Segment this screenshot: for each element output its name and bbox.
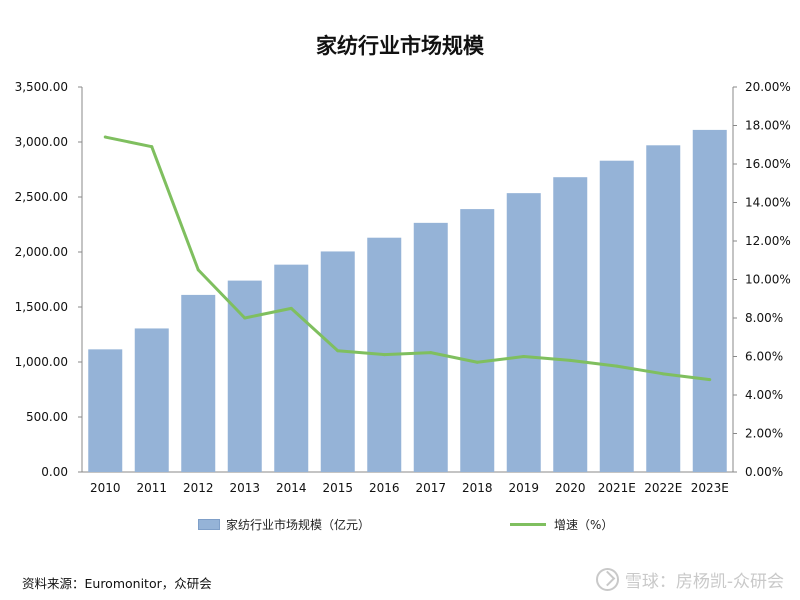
x-tick-label: 2020 xyxy=(555,481,586,495)
right-tick-label: 6.00% xyxy=(745,350,783,364)
left-tick-label: 2,500.00 xyxy=(15,190,68,204)
left-tick-label: 1,500.00 xyxy=(15,300,68,314)
growth-point xyxy=(429,351,433,355)
bar xyxy=(506,193,541,472)
right-tick-label: 10.00% xyxy=(745,273,791,287)
x-tick-label: 2019 xyxy=(508,481,539,495)
source-note: 资料来源：Euromonitor，众研会 xyxy=(22,576,212,591)
x-tick-label: 2017 xyxy=(415,481,446,495)
right-tick-label: 0.00% xyxy=(745,465,783,479)
left-tick-label: 1,000.00 xyxy=(15,355,68,369)
right-tick-label: 4.00% xyxy=(745,388,783,402)
x-tick-label: 2022E xyxy=(644,481,682,495)
x-tick-label: 2014 xyxy=(276,481,307,495)
x-tick-label: 2015 xyxy=(322,481,353,495)
x-tick-label: 2010 xyxy=(90,481,121,495)
chart-axes xyxy=(81,87,734,473)
growth-line xyxy=(104,135,710,382)
legend-label-growth: 增速（%） xyxy=(554,518,614,532)
x-tick-label: 2013 xyxy=(229,481,260,495)
legend-swatch-bar xyxy=(198,519,220,530)
x-tick-label: 2021E xyxy=(598,481,636,495)
legend-label-market-size: 家纺行业市场规模（亿元） xyxy=(226,518,371,532)
right-tick-label: 2.00% xyxy=(745,427,783,441)
left-axis-ticks: 0.00 500.00 1,000.00 1,500.00 2,000.00 2,500.… xyxy=(15,80,82,479)
x-tick-label: 2016 xyxy=(369,481,400,495)
left-tick-label: 2,000.00 xyxy=(15,245,68,259)
right-tick-label: 12.00% xyxy=(745,234,791,248)
right-tick-label: 18.00% xyxy=(745,119,791,133)
growth-point xyxy=(336,349,340,353)
bar xyxy=(460,209,495,472)
right-tick-label: 20.00% xyxy=(745,80,791,94)
chart-title: 家纺行业市场规模 xyxy=(316,34,484,58)
legend-swatch-line xyxy=(510,523,546,526)
left-tick-label: 500.00 xyxy=(26,410,68,424)
right-tick-label: 14.00% xyxy=(745,196,791,210)
snowball-logo-icon xyxy=(595,568,619,591)
line-series xyxy=(103,135,712,382)
bar xyxy=(599,160,634,472)
legend-item-market-size: 家纺行业市场规模（亿元） xyxy=(198,516,370,533)
bar xyxy=(181,294,216,472)
growth-point xyxy=(568,358,572,362)
bar xyxy=(134,328,169,472)
bar-series xyxy=(88,129,727,473)
growth-point xyxy=(289,306,293,310)
x-axis-labels: 2010 2011 2012 2013 2014 2015 2016 2017 2018 2019… xyxy=(90,481,729,495)
growth-point xyxy=(103,135,107,139)
bar xyxy=(646,145,681,473)
growth-point xyxy=(661,372,665,376)
bar xyxy=(274,264,309,472)
bar xyxy=(320,251,355,472)
x-tick-label: 2018 xyxy=(462,481,493,495)
x-tick-label: 2011 xyxy=(136,481,167,495)
right-tick-label: 16.00% xyxy=(745,157,791,171)
growth-point xyxy=(382,353,386,357)
growth-point xyxy=(708,378,712,382)
chart-legend: 家纺行业市场规模（亿元） 增速（%） xyxy=(0,516,800,538)
bar xyxy=(413,222,448,472)
left-tick-label: 3,000.00 xyxy=(15,135,68,149)
growth-point xyxy=(243,316,247,320)
bar xyxy=(553,177,588,472)
bar xyxy=(88,349,123,472)
growth-point xyxy=(522,355,526,358)
left-tick-label: 0.00 xyxy=(41,465,68,479)
growth-point xyxy=(150,145,154,149)
growth-point xyxy=(475,360,479,364)
bar xyxy=(227,280,262,472)
legend-item-growth: 增速（%） xyxy=(510,516,613,533)
right-axis-ticks: 0.00% 2.00% 4.00% 6.00% 8.00% 10.00% 12.00% 14.… xyxy=(733,80,791,479)
x-tick-label: 2023E xyxy=(691,481,729,495)
growth-point xyxy=(196,268,200,272)
watermark: 雪球：房杨凯-众研会 xyxy=(595,567,784,592)
bar xyxy=(692,129,727,472)
x-tick-label: 2012 xyxy=(183,481,214,495)
watermark-text: 雪球：房杨凯-众研会 xyxy=(624,572,784,592)
right-tick-label: 8.00% xyxy=(745,311,783,325)
left-tick-label: 3,500.00 xyxy=(15,80,68,94)
growth-point xyxy=(615,364,619,368)
